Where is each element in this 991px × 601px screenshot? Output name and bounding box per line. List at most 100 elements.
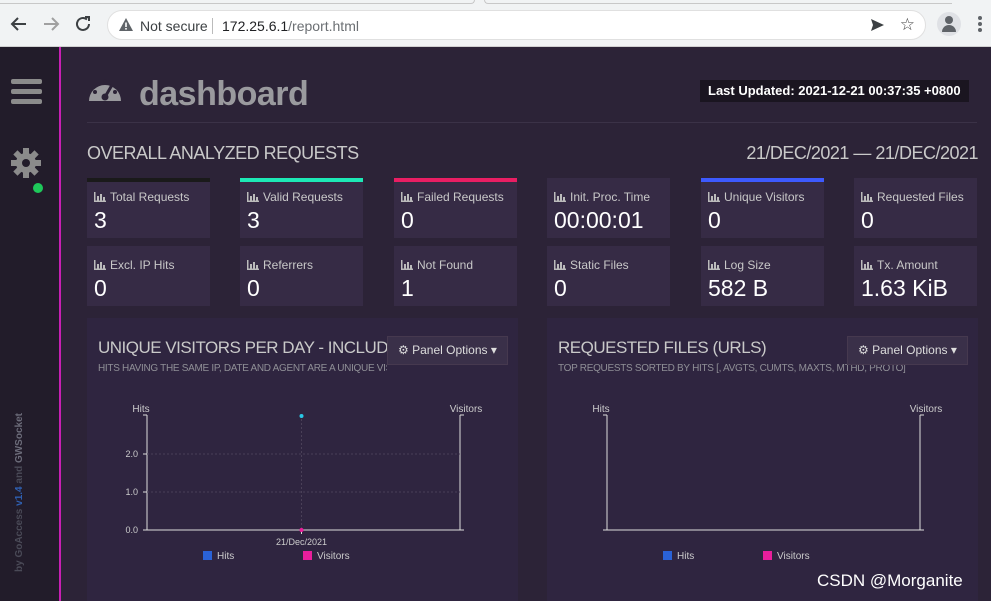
address-divider (212, 18, 213, 34)
panel-unique-visitors: UNIQUE VISITORS PER DAY - INCLUDING SPID… (87, 318, 518, 601)
card-value: 3 (247, 207, 260, 233)
card-value: 0 (247, 275, 260, 301)
card-value: 1 (401, 275, 414, 301)
card-label-text: Referrers (263, 258, 314, 272)
url-text[interactable]: 172.25.6.1/report.html (222, 18, 359, 34)
address-bar[interactable]: Not secure 172.25.6.1/report.html ☆ (107, 10, 926, 40)
back-icon[interactable] (8, 13, 30, 35)
y-tick-label: 2.0 (125, 449, 138, 459)
security-label[interactable]: Not secure (140, 18, 208, 34)
bar-chart-icon (94, 192, 106, 202)
stat-card: Log Size 582 B (701, 246, 824, 306)
card-value: 0 (94, 275, 107, 301)
panel-title: UNIQUE VISITORS PER DAY - INCLUDING SPID… (98, 338, 387, 357)
card-label-text: Log Size (724, 258, 771, 272)
panel-title-clip: UNIQUE VISITORS PER DAY - INCLUDING SPID… (87, 318, 387, 388)
card-accent-bar (240, 178, 363, 182)
bookmark-star-icon[interactable]: ☆ (899, 15, 915, 34)
panel-title: REQUESTED FILES (URLS) (558, 338, 767, 357)
bar-chart-icon (94, 260, 106, 270)
bar-chart-icon (708, 260, 720, 270)
forward-icon[interactable] (40, 13, 62, 35)
stat-card: Tx. Amount 1.63 KiB (854, 246, 977, 306)
main-content: dashboard Last Updated: 2021-12-21 00:37… (63, 47, 991, 601)
bar-chart-icon (401, 192, 413, 202)
warning-icon[interactable] (118, 17, 134, 33)
tab-active[interactable] (0, 0, 475, 4)
tab-strip (0, 0, 991, 4)
card-label: Total Requests (94, 190, 189, 204)
x-tick-label: 21/Dec/2021 (276, 537, 327, 547)
stat-card: Static Files 0 (547, 246, 670, 306)
card-label-text: Static Files (570, 258, 629, 272)
bar-chart-icon (554, 192, 566, 202)
card-label-text: Excl. IP Hits (110, 258, 175, 272)
panel-options-button[interactable]: ⚙ Panel Options ▾ (847, 336, 968, 365)
bar-chart-icon (708, 192, 720, 202)
visitors-chart: Hits Visitors 0.0 1.0 2.0 21/Dec/2021 Hits Visi… (125, 404, 482, 562)
panel-requested-files: REQUESTED FILES (URLS) TOP REQUESTS SORT… (547, 318, 978, 601)
card-label: Failed Requests (401, 190, 504, 204)
card-label: Excl. IP Hits (94, 258, 174, 272)
page-title: dashboard (139, 75, 309, 113)
caret-down-icon: ▾ (950, 343, 957, 357)
card-accent-bar (394, 178, 517, 182)
card-value: 00:00:01 (554, 207, 644, 233)
y-axis-left-label: Hits (592, 404, 609, 415)
panel-subtitle: HITS HAVING THE SAME IP, DATE AND AGENT … (98, 363, 387, 374)
bar-chart-icon (401, 260, 413, 270)
stat-card: Failed Requests 0 (394, 178, 517, 238)
stat-card: Not Found 1 (394, 246, 517, 306)
reload-icon[interactable] (72, 13, 94, 35)
card-value: 0 (554, 275, 567, 301)
stat-card: Unique Visitors 0 (701, 178, 824, 238)
card-accent-bar (87, 178, 210, 182)
url-path: /report.html (288, 18, 359, 34)
y-axis-right-label: Visitors (910, 404, 943, 415)
gear-icon[interactable] (10, 147, 42, 179)
card-label: Unique Visitors (708, 190, 804, 204)
credit-and: and (14, 463, 25, 487)
y-tick-label: 1.0 (125, 487, 138, 497)
card-label-text: Total Requests (110, 190, 190, 204)
credit-gwsocket[interactable]: GWSocket (14, 413, 25, 464)
dashboard-gauge-icon (89, 79, 121, 101)
legend-visitors-label: Visitors (317, 551, 350, 562)
legend-visitors-swatch (763, 551, 772, 560)
stat-card: Init. Proc. Time 00:00:01 (547, 178, 670, 238)
tab-other[interactable] (484, 0, 952, 4)
legend-visitors-label: Visitors (777, 551, 810, 562)
panel-subtitle: TOP REQUESTS SORTED BY HITS [, AVGTS, CU… (558, 363, 906, 374)
card-value: 0 (401, 207, 414, 233)
profile-avatar-icon[interactable] (937, 12, 961, 36)
browser-menu-icon[interactable] (978, 16, 982, 32)
card-accent-bar (701, 178, 824, 182)
stat-card: Excl. IP Hits 0 (87, 246, 210, 306)
stat-card: Valid Requests 3 (240, 178, 363, 238)
legend-visitors-swatch (303, 551, 312, 560)
legend-hits-label: Hits (217, 551, 234, 562)
bar-chart-icon (247, 260, 259, 270)
gear-icon: ⚙ (858, 343, 869, 357)
sidebar: by GoAccess v1.4 and GWSocket (0, 47, 61, 601)
card-value: 0 (861, 207, 874, 233)
hamburger-menu-icon[interactable] (11, 79, 42, 105)
legend-hits-swatch (203, 551, 212, 560)
stat-card: Referrers 0 (240, 246, 363, 306)
hits-point (299, 414, 304, 418)
panel-options-button[interactable]: ⚙ Panel Options ▾ (387, 336, 508, 365)
credit-version[interactable]: v1.4 (14, 486, 25, 506)
card-label: Tx. Amount (861, 258, 938, 272)
card-label: Init. Proc. Time (554, 190, 650, 204)
panel-options-label: Panel Options (412, 343, 488, 357)
watermark-text: CSDN @Morganite (817, 571, 963, 590)
card-label: Referrers (247, 258, 313, 272)
bar-chart-icon (554, 260, 566, 270)
card-value: 0 (708, 207, 721, 233)
send-icon[interactable] (869, 17, 885, 33)
header-divider (87, 122, 977, 123)
url-host: 172.25.6.1 (222, 18, 289, 34)
card-label: Requested Files (861, 190, 964, 204)
bar-chart-icon (247, 192, 259, 202)
card-label-text: Unique Visitors (724, 190, 805, 204)
